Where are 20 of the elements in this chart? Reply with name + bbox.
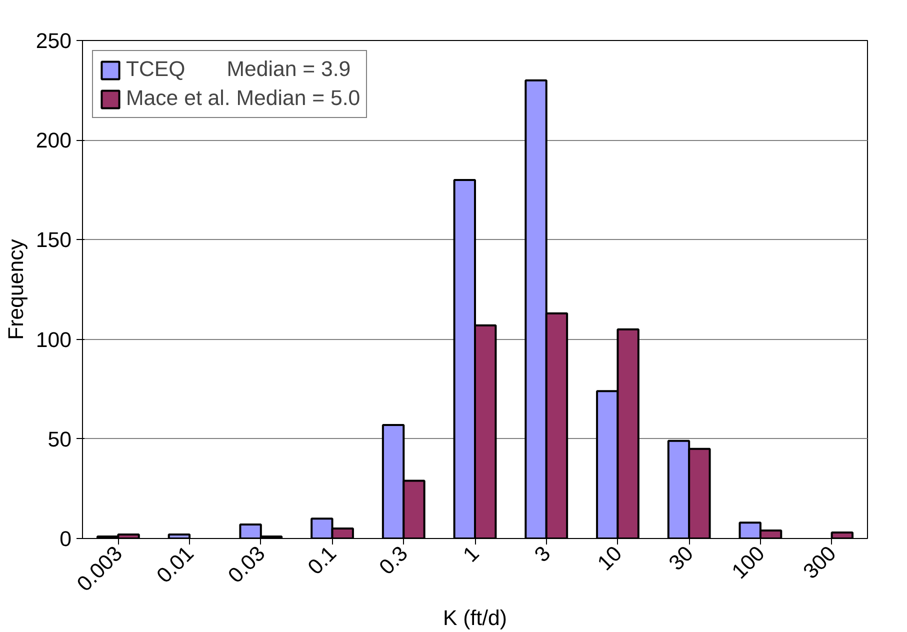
x-axis-title: K (ft/d): [443, 606, 508, 630]
y-axis-title: Frequency: [4, 238, 28, 340]
legend-label: Mace et al. Median = 5.0: [126, 86, 360, 111]
y-tick-label: 200: [36, 128, 72, 153]
x-tick-label: 100: [727, 541, 770, 584]
x-tick-label: 3: [530, 541, 556, 567]
legend-label: TCEQ Median = 3.9: [126, 57, 351, 82]
y-tick-label: 50: [48, 427, 72, 452]
x-tick-label: 30: [664, 541, 698, 576]
y-tick-label: 0: [60, 527, 72, 551]
x-tick-label: 0.1: [303, 541, 342, 580]
x-tick-label: 0.3: [374, 541, 412, 580]
y-tick-label: 150: [36, 228, 72, 252]
x-tick-label: 1: [458, 541, 484, 567]
x-tick-label: 300: [798, 541, 841, 584]
y-tick-label: 100: [36, 328, 72, 352]
x-tick-label: 0.03: [223, 541, 270, 588]
x-tick-label: 10: [592, 541, 627, 576]
x-tick-label: 0.01: [152, 541, 198, 588]
y-tick-label: 250: [36, 29, 72, 53]
